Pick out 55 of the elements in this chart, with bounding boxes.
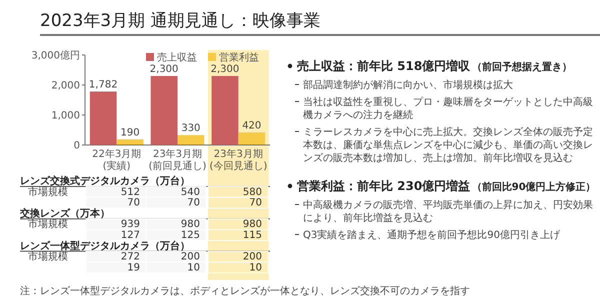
legend-label: 売上収益 — [157, 52, 197, 64]
data-label: 200 — [242, 252, 262, 263]
data-label: 10 — [187, 262, 200, 274]
x-tick-label: 23年3月期 (前回見通し) — [148, 148, 206, 172]
data-label: 2,300 — [150, 64, 178, 75]
data-label: 980 — [180, 219, 200, 230]
data-label: 115 — [242, 230, 262, 241]
data-label: 200 — [180, 252, 200, 263]
data-label: 939 — [120, 219, 140, 230]
data-label: 420 — [242, 120, 262, 132]
text: 中高級機カメラの販売増、平均販売単価の上昇に加え、円安効果により、前年比増益を見込む — [303, 199, 593, 224]
data-label: 1,782 — [88, 80, 118, 91]
y-tick-label: 2,000 — [51, 80, 80, 92]
legend-label: 営業利益 — [219, 52, 259, 64]
bar — [150, 76, 178, 145]
y-tick-label: 0 — [74, 140, 80, 152]
data-label: 190 — [120, 127, 140, 138]
data-label: 512 — [120, 186, 140, 198]
text: （前回比90億円上方修正） — [472, 181, 596, 193]
text: 当社は収益性を重視し、プロ・趣味層をターゲットとした中高級機カメラへの注力を継続 — [303, 96, 593, 121]
x-tick-label: 23年3月期 (今回見通し) — [209, 148, 268, 172]
text: （前回予想据え置き） — [472, 61, 572, 73]
chart-title: 2023年3月期 通期見通し：映像事業 — [40, 11, 320, 31]
y-tick-label: 交換レンズ（万本） — [19, 207, 110, 220]
data-label: 70 — [249, 198, 262, 209]
y-tick-label: 市場規模 — [28, 250, 68, 263]
data-label: 272 — [120, 252, 140, 263]
data-label: 10 — [249, 262, 262, 274]
text: 営業利益：前年比 230億円増益 — [297, 179, 470, 193]
data-label: 2,300 — [210, 64, 240, 75]
data-label: 19 — [127, 262, 140, 274]
bar — [212, 76, 238, 145]
text: 売上収益：前年比 518億円増収 — [297, 59, 472, 73]
x-tick-label: 22年3月期 (実績) — [92, 148, 142, 172]
data-label: 127 — [120, 230, 140, 241]
y-tick-label: レンズ交換式デジタルカメラ（万台） — [20, 175, 190, 187]
text: ミラーレスカメラを中心に売上拡大。交換レンズ全体の販売予定本数は、廉価な単焦点レンズを中心に減少も、単価の高い交換レンズの販売本数は増加し、売上は増加。前年比増収を見込む — [303, 126, 593, 164]
y-tick-label: 市場規模 — [28, 186, 68, 198]
data-label: 70 — [187, 198, 200, 209]
data-label: 580 — [242, 186, 262, 198]
y-tick-label: 3,000億円 — [31, 50, 80, 62]
data-label: 125 — [180, 230, 200, 241]
y-tick-label: 市場規模 — [28, 218, 68, 230]
data-label: 980 — [242, 219, 262, 230]
bar — [238, 132, 266, 145]
y-tick-label: 1,000 — [51, 110, 80, 122]
data-label: 70 — [127, 198, 140, 209]
text: 注：レンズ一体型デジタルカメラは、ボディとレンズが一体となり、レンズ交換不可のカメラを指す — [20, 285, 470, 297]
text: Q3実績を踏まえ、通期予想を前回予想比90億円引き上げ — [303, 229, 561, 241]
y-tick-label: レンズ一体型デジタルカメラ（万台） — [20, 240, 190, 252]
data-label: 330 — [181, 123, 200, 134]
bar — [178, 135, 204, 145]
data-label: 540 — [180, 186, 200, 198]
bar — [90, 92, 117, 145]
text: 部品調達制約が解消に向かい、市場規模は拡大 — [303, 79, 513, 91]
